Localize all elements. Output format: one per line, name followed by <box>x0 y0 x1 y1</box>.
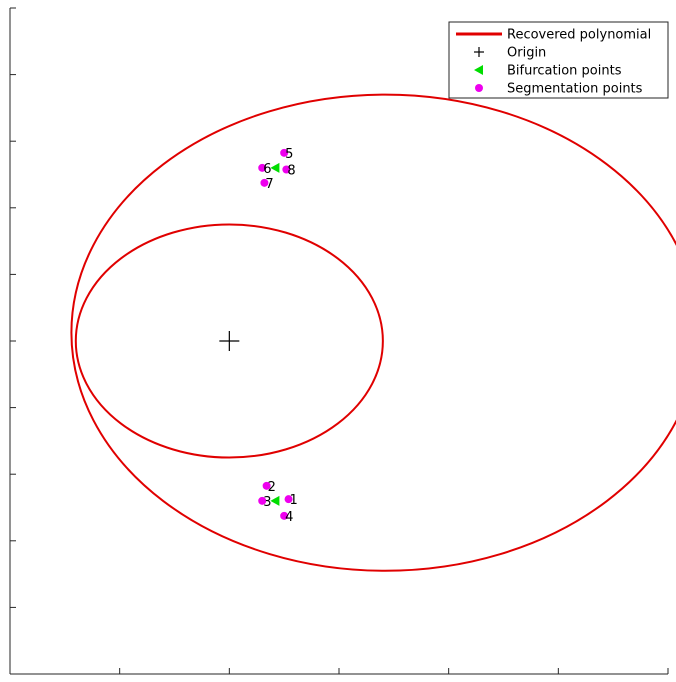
legend-swatch-2 <box>474 47 484 57</box>
segmentation-point-6 <box>258 163 267 172</box>
legend-label-4: Segmentation points <box>507 82 643 97</box>
legend: Recovered polynomial Origin Bifurcation po… <box>448 21 669 99</box>
legend-entry-2: Origin <box>474 46 546 61</box>
axes-frame <box>9 8 668 675</box>
recovered-polynomial-loop-2 <box>70 93 676 572</box>
segmentation-label-4: 4 <box>285 510 293 525</box>
legend-label-3: Bifurcation points <box>507 64 622 79</box>
segmentation-point-1 <box>284 495 293 504</box>
segmentation-point-4 <box>280 511 289 520</box>
segmentation-label-7: 7 <box>265 177 273 192</box>
curve-layer <box>70 93 676 572</box>
segmentation-label-6: 6 <box>263 162 271 177</box>
marker-layer <box>219 148 293 520</box>
segmentation-label-5: 5 <box>285 147 293 162</box>
legend-entry-1: Recovered polynomial <box>456 28 651 43</box>
legend-swatch-3 <box>474 65 483 75</box>
bifurcation-point-2 <box>270 495 280 506</box>
legend-entry-4: Segmentation points <box>475 82 643 97</box>
segmentation-label-2: 2 <box>268 480 276 495</box>
origin-marker <box>219 331 240 351</box>
bifurcation-point-1 <box>270 162 280 173</box>
recovered-polynomial-loop-1 <box>74 223 384 459</box>
segmentation-label-8: 8 <box>287 164 295 179</box>
legend-entry-3: Bifurcation points <box>474 64 622 79</box>
segmentation-point-3 <box>258 496 267 505</box>
segmentation-point-5 <box>280 148 289 157</box>
segmentation-label-1: 1 <box>290 493 298 508</box>
legend-label-1: Recovered polynomial <box>507 28 651 43</box>
axis-ticks <box>9 7 669 675</box>
segmentation-point-7 <box>260 178 269 187</box>
legend-swatch-4 <box>475 84 483 92</box>
legend-entries: Recovered polynomial Origin Bifurcation po… <box>456 28 651 97</box>
segmentation-label-3: 3 <box>263 495 271 510</box>
segmentation-point-8 <box>282 165 291 174</box>
segmentation-point-2 <box>262 481 271 490</box>
legend-label-2: Origin <box>507 46 546 61</box>
